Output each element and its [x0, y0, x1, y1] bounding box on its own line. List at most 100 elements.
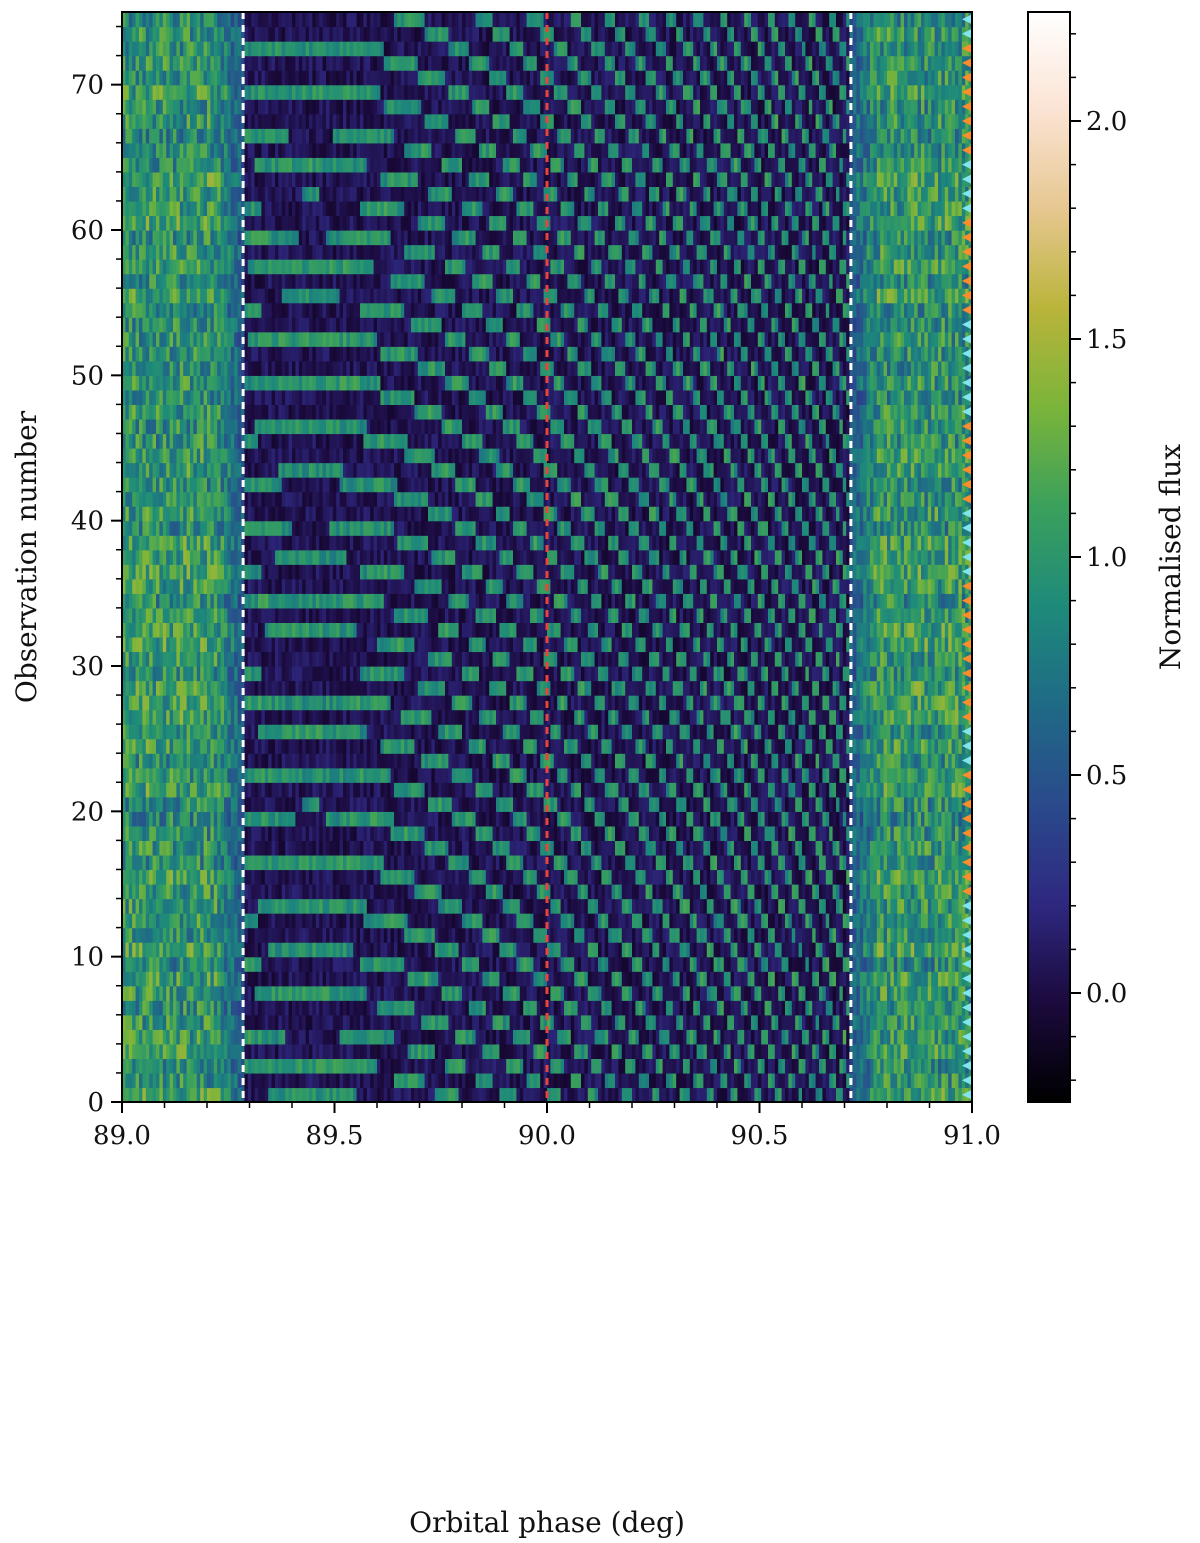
- heatmap-cell: [768, 985, 772, 1001]
- heatmap-cell: [581, 1087, 585, 1102]
- heatmap-cell: [482, 971, 487, 987]
- heatmap-cell: [802, 971, 806, 987]
- heatmap-cell: [125, 1058, 130, 1074]
- heatmap-cell: [414, 898, 419, 914]
- heatmap-cell: [264, 1000, 269, 1016]
- heatmap-cell: [506, 1043, 511, 1059]
- heatmap-cell: [795, 971, 800, 987]
- heatmap-cell: [326, 971, 330, 987]
- heatmap-cell: [519, 913, 524, 929]
- heatmap-cell: [448, 1072, 453, 1089]
- heatmap-cell: [397, 927, 402, 943]
- heatmap-cell: [655, 1072, 660, 1089]
- heatmap-cell: [264, 1072, 269, 1089]
- heatmap-cell: [268, 1043, 273, 1059]
- heatmap-cell: [241, 1043, 245, 1059]
- heatmap-cell: [411, 971, 415, 987]
- heatmap-cell: [438, 942, 443, 958]
- heatmap-cell: [829, 1043, 834, 1059]
- heatmap-cell: [934, 913, 939, 929]
- heatmap-cell: [220, 971, 225, 987]
- heatmap-cell: [271, 1029, 276, 1045]
- heatmap-cell: [489, 898, 494, 914]
- heatmap-cell: [887, 1043, 891, 1059]
- heatmap-cell: [802, 1014, 806, 1030]
- heatmap-cell: [288, 942, 293, 958]
- heatmap-cell: [761, 942, 766, 958]
- heatmap-cell: [139, 1014, 143, 1030]
- heatmap-cell: [360, 971, 364, 987]
- heatmap-cell: [581, 985, 585, 1001]
- heatmap-cell: [465, 1072, 470, 1089]
- heatmap-cell: [485, 811, 490, 827]
- heatmap-cell: [411, 913, 415, 929]
- heatmap-cell: [856, 985, 861, 1001]
- heatmap-cell: [683, 971, 687, 987]
- heatmap-cell: [244, 956, 249, 972]
- heatmap-cell: [921, 1029, 925, 1045]
- heatmap-cell: [771, 971, 776, 987]
- heatmap-cell: [292, 942, 296, 958]
- heatmap-cell: [489, 1000, 494, 1016]
- heatmap-cell: [421, 913, 426, 929]
- heatmap-cell: [591, 927, 596, 943]
- heatmap-cell: [234, 1043, 239, 1059]
- heatmap-cell: [601, 1000, 606, 1016]
- heatmap-cell: [519, 927, 524, 943]
- heatmap-cell: [363, 971, 368, 987]
- heatmap-cell: [720, 1087, 725, 1102]
- heatmap-cell: [186, 971, 191, 987]
- heatmap-cell: [183, 1072, 188, 1089]
- heatmap-cell: [533, 985, 538, 1001]
- heatmap-cell: [125, 1000, 130, 1016]
- heatmap-cell: [288, 927, 293, 943]
- heatmap-cell: [842, 1000, 847, 1016]
- heatmap-cell: [417, 869, 422, 885]
- heatmap-cell: [360, 1087, 364, 1102]
- heatmap-cell: [764, 971, 769, 987]
- heatmap-cell: [349, 927, 354, 943]
- heatmap-cell: [489, 1058, 494, 1074]
- heatmap-cell: [183, 985, 188, 1001]
- heatmap-cell: [173, 1029, 177, 1045]
- heatmap-cell: [730, 1014, 735, 1030]
- heatmap-cell: [914, 913, 919, 929]
- heatmap-cell: [676, 942, 681, 958]
- heatmap-cell: [434, 971, 439, 987]
- heatmap-cell: [166, 898, 171, 914]
- heatmap-cell: [601, 956, 606, 972]
- heatmap-cell: [156, 1000, 160, 1016]
- heatmap-cell: [468, 985, 473, 1001]
- heatmap-cell: [815, 913, 820, 929]
- heatmap-cell: [679, 1058, 684, 1074]
- heatmap-cell: [326, 1029, 330, 1045]
- heatmap-cell: [400, 840, 405, 856]
- heatmap-cell: [455, 913, 460, 929]
- heatmap-cell: [819, 956, 823, 972]
- heatmap-cell: [261, 1087, 266, 1102]
- heatmap-cell: [553, 942, 558, 958]
- heatmap-cell: [417, 913, 422, 929]
- heatmap-cell: [462, 956, 466, 972]
- heatmap-cell: [414, 1058, 419, 1074]
- heatmap-cell: [417, 927, 422, 943]
- heatmap-cell: [842, 913, 847, 929]
- heatmap-cell: [523, 927, 528, 943]
- heatmap-cell: [193, 884, 198, 900]
- heatmap-cell: [798, 942, 803, 958]
- heatmap-cell: [604, 1043, 609, 1059]
- heatmap-cell: [251, 1072, 256, 1089]
- heatmap-cell: [373, 913, 378, 929]
- heatmap-cell: [791, 971, 796, 987]
- heatmap-cell: [462, 1000, 466, 1016]
- heatmap-cell: [281, 1014, 286, 1030]
- heatmap-cell: [778, 1087, 783, 1102]
- heatmap-cell: [635, 927, 640, 943]
- heatmap-cell: [424, 1014, 429, 1030]
- heatmap-cell: [700, 942, 704, 958]
- heatmap-cell: [876, 913, 881, 929]
- heatmap-cell: [577, 985, 582, 1001]
- heatmap-cell: [173, 942, 177, 958]
- heatmap-cell: [914, 1029, 919, 1045]
- heatmap-cell: [615, 1043, 619, 1059]
